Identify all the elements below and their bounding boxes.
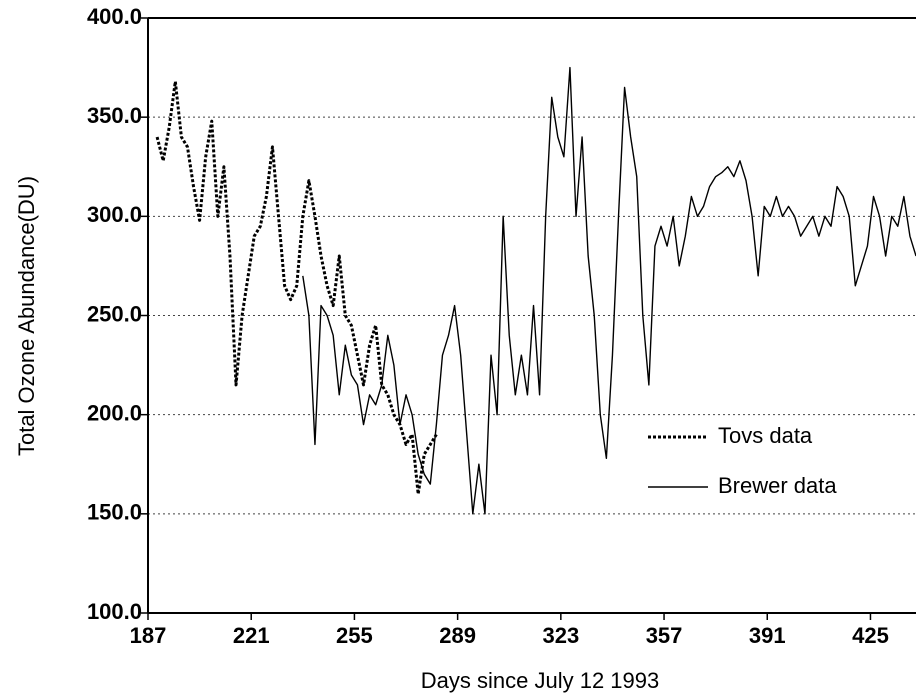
y-tick-label: 200.0 (87, 400, 142, 425)
x-tick-label: 187 (130, 623, 167, 648)
y-tick-label: 100.0 (87, 599, 142, 624)
x-tick-label: 323 (542, 623, 579, 648)
series-line (155, 79, 438, 496)
y-tick-label: 400.0 (87, 4, 142, 29)
x-axis-label: Days since July 12 1993 (421, 668, 659, 693)
y-tick-label: 300.0 (87, 202, 142, 227)
legend-label: Brewer data (718, 473, 837, 498)
x-tick-label: 425 (852, 623, 889, 648)
y-tick-label: 250.0 (87, 301, 142, 326)
x-tick-label: 221 (233, 623, 270, 648)
x-tick-label: 357 (646, 623, 683, 648)
x-tick-label: 289 (439, 623, 476, 648)
series-line (302, 66, 916, 515)
y-tick-label: 350.0 (87, 103, 142, 128)
x-tick-label: 391 (749, 623, 786, 648)
x-tick-label: 255 (336, 623, 373, 648)
y-axis-label: Total Ozone Abundance(DU) (14, 176, 39, 456)
y-tick-label: 150.0 (87, 500, 142, 525)
legend-label: Tovs data (718, 423, 813, 448)
